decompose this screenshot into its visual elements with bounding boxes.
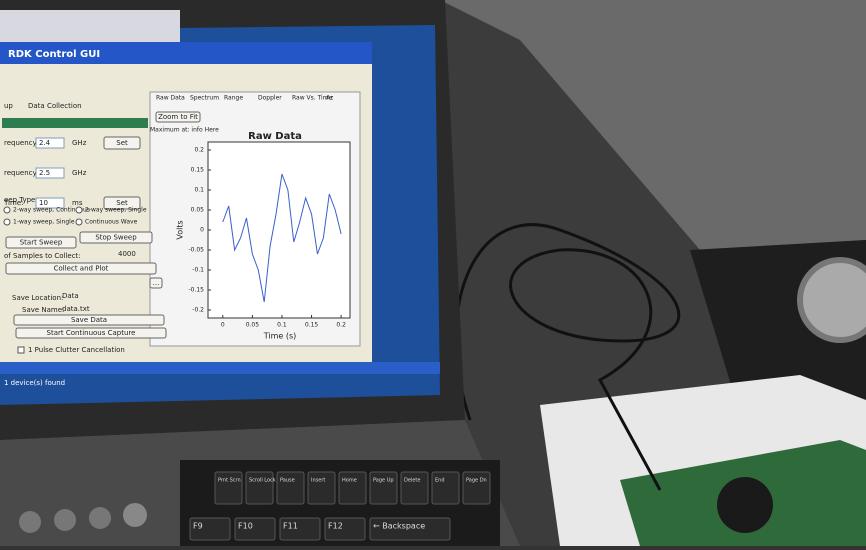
y-axis-label: Volts	[176, 220, 185, 239]
tab-label: Raw Data	[156, 95, 185, 102]
radio-label: Continuous Wave	[85, 219, 138, 226]
x-tick-label: 0	[221, 322, 225, 329]
radio-label: 1-way sweep, Single	[13, 219, 75, 226]
button-label: Zoom to Fit	[158, 113, 198, 121]
radio	[4, 219, 10, 225]
x-tick-label: 0.05	[246, 322, 260, 329]
radio	[76, 219, 82, 225]
key-label: Insert	[311, 478, 325, 484]
key-label: F10	[238, 522, 253, 531]
tab-label: up	[4, 102, 13, 110]
save-location-value: Data	[62, 292, 79, 300]
field-value: 2.5	[39, 169, 50, 177]
tab-label: Doppler	[258, 95, 282, 102]
key-label: Page Dn	[466, 478, 487, 484]
key-label: Prnt Scrn	[218, 478, 241, 484]
tab-label: Spectrum	[190, 95, 219, 102]
key-label: Page Up	[373, 478, 394, 484]
field-unit: GHz	[72, 169, 87, 177]
samples-label: of Samples to Collect:	[4, 252, 81, 260]
power-button	[123, 503, 147, 527]
scene: RDK Control GUI 1 device(s) found up Data…	[0, 0, 866, 546]
y-tick-label: -0.15	[188, 287, 204, 294]
button-label: Start Continuous Capture	[47, 329, 136, 337]
button-label: Start Sweep	[20, 239, 63, 247]
field-unit: GHz	[72, 139, 87, 147]
x-tick-label: 0.1	[277, 322, 287, 329]
samples-value: 4000	[118, 250, 136, 258]
button-label: Stop Sweep	[95, 234, 137, 242]
field-label: requency:	[4, 139, 39, 147]
tab-label: Range	[224, 95, 243, 102]
y-tick-label: -0.05	[188, 247, 204, 254]
button	[89, 507, 111, 529]
save-location-label: Save Location:	[12, 294, 63, 302]
key-label: F11	[283, 522, 298, 531]
key-label: Scroll Lock	[249, 478, 276, 484]
tab-label: Az	[326, 95, 333, 102]
status-strip	[2, 118, 148, 128]
key-label: F12	[328, 522, 343, 531]
y-tick-label: -0.1	[192, 267, 204, 274]
page: RDK Control GUI 1 device(s) found up Data…	[0, 0, 866, 546]
save-name-value: data.txt	[62, 305, 90, 313]
tab-label: Data Collection	[28, 102, 82, 110]
key-label: Delete	[404, 478, 420, 484]
key-label: F9	[193, 522, 203, 531]
y-tick-label: 0.1	[194, 187, 204, 194]
y-tick-label: 0.15	[191, 167, 205, 174]
device-status: 1 device(s) found	[4, 379, 65, 387]
radio	[4, 207, 10, 213]
key-label: Pause	[280, 478, 295, 484]
button-label: ...	[153, 279, 160, 287]
button-label: Collect and Plot	[54, 265, 109, 273]
field-label: requency:	[4, 169, 39, 177]
y-tick-label: 0.05	[191, 207, 205, 214]
button-label: Save Data	[71, 316, 107, 324]
x-tick-label: 0.15	[305, 322, 319, 329]
button	[54, 509, 76, 531]
plot-area	[208, 142, 350, 318]
key-label: Home	[342, 478, 357, 484]
x-axis-label: Time (s)	[263, 332, 297, 341]
key-label: End	[435, 478, 445, 484]
can	[800, 260, 866, 340]
window-title: RDK Control GUI	[8, 49, 100, 60]
max-info: Maximum at: info Here	[150, 127, 219, 134]
field-value: 2.4	[39, 139, 51, 147]
button-label: Set	[116, 139, 128, 147]
checkbox	[18, 347, 24, 353]
speaker	[717, 477, 773, 533]
y-tick-label: 0	[200, 227, 204, 234]
key-label: ← Backspace	[373, 522, 425, 531]
taskbar	[0, 362, 440, 374]
radio	[76, 207, 82, 213]
group-label: eep Type	[4, 196, 35, 204]
y-tick-label: 0.2	[194, 147, 204, 154]
x-tick-label: 0.2	[336, 322, 346, 329]
chart-title: Raw Data	[248, 131, 302, 142]
button	[19, 511, 41, 533]
checkbox-label: 1 Pulse Clutter Cancellation	[28, 346, 125, 354]
y-tick-label: -0.2	[192, 307, 204, 314]
radio-label: 2-way sweep, Single	[85, 207, 147, 214]
save-name-label: Save Name:	[22, 306, 64, 314]
